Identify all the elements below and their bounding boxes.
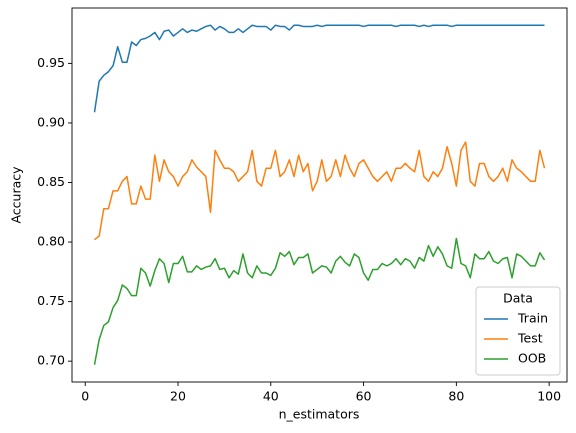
x-tick-label: 60: [356, 389, 372, 404]
x-tick-label: 80: [448, 389, 464, 404]
y-tick-label: 0.95: [37, 55, 65, 70]
y-tick-label: 0.90: [37, 114, 65, 129]
y-tick-label: 0.75: [37, 293, 65, 308]
x-tick-label: 0: [81, 389, 89, 404]
series-line: [94, 141, 546, 241]
axes-frame: [71, 7, 568, 383]
legend-label: OOB: [518, 351, 546, 366]
legend-title: Data: [503, 291, 533, 306]
x-axis-label: n_estimators: [279, 407, 360, 422]
legend-label: Train: [517, 311, 548, 326]
y-tick-label: 0.80: [37, 234, 65, 249]
y-tick-label: 0.85: [37, 174, 65, 189]
x-tick-label: 20: [170, 389, 186, 404]
series-line: [93, 24, 545, 113]
x-tick-label: 100: [537, 389, 561, 404]
y-axis-label: Accuracy: [9, 166, 24, 224]
y-tick-label: 0.70: [37, 353, 65, 368]
legend-box: [475, 286, 561, 376]
legend-label: Test: [517, 331, 543, 346]
series-line: [93, 237, 546, 365]
x-tick-label: 40: [263, 389, 279, 404]
